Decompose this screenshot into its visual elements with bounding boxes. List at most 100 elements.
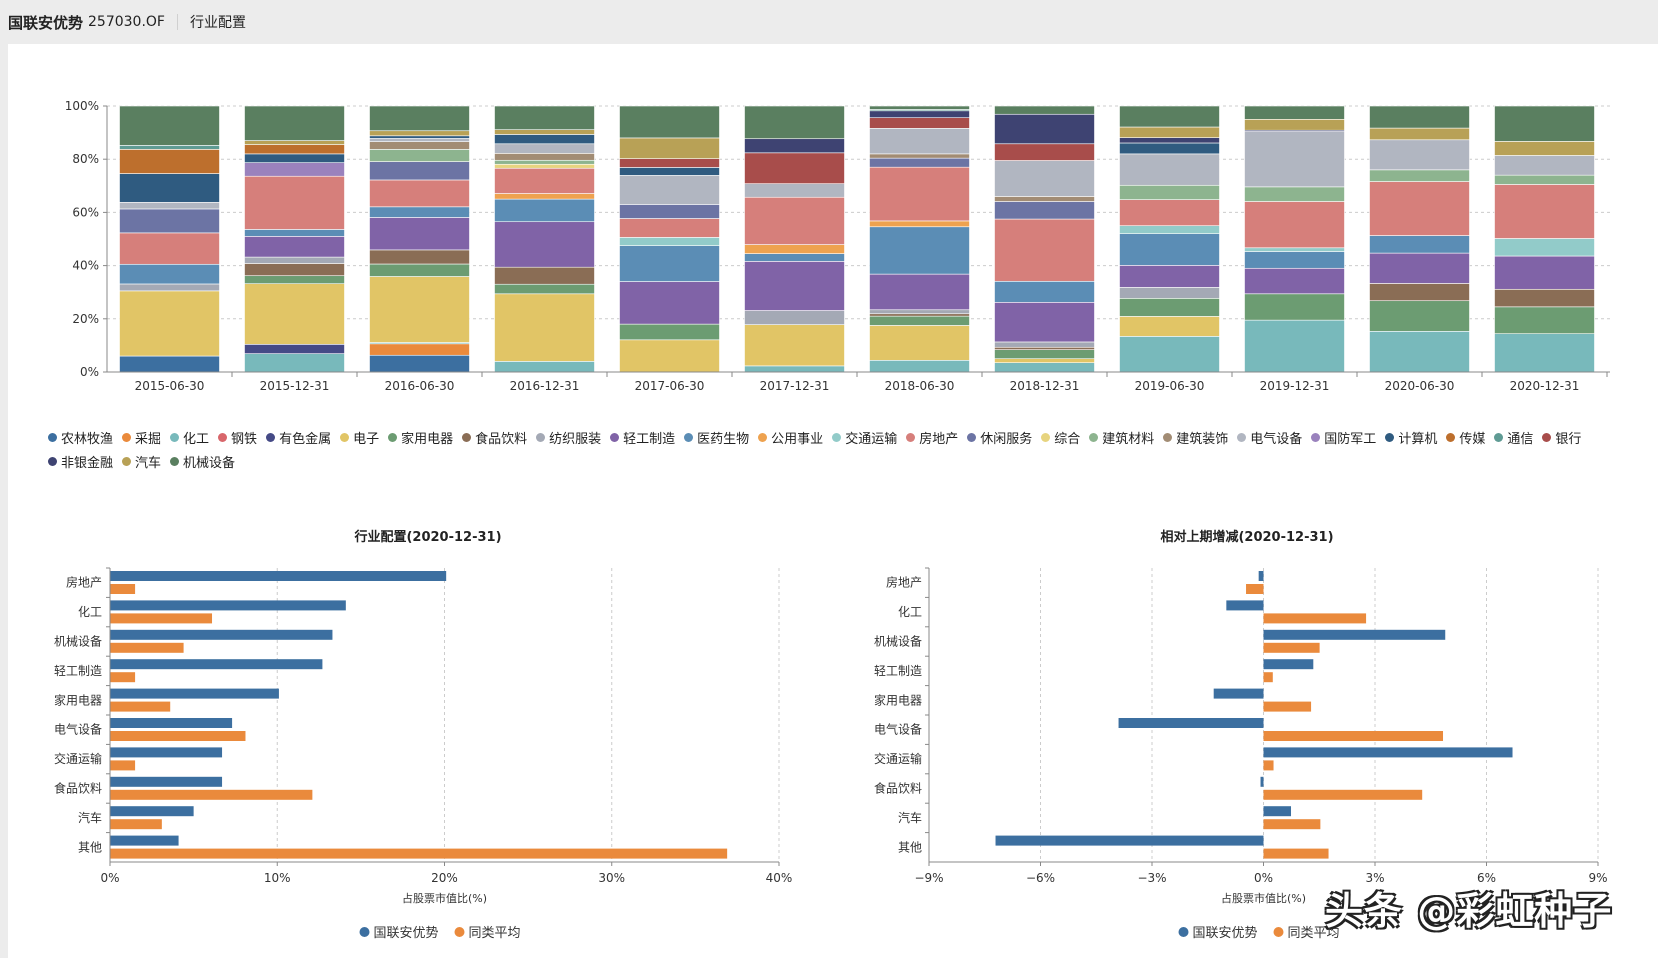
stack-segment-轻工制造[interactable] [1244,267,1345,295]
stack-segment-建筑装饰[interactable] [369,141,470,150]
stack-segment-机械设备[interactable] [869,105,970,110]
stack-segment-机械设备[interactable] [744,105,845,140]
bar-国联安优势-房地产[interactable] [110,571,447,581]
stack-segment-电气设备[interactable] [494,143,595,154]
bar-同类平均-交通运输[interactable] [1263,760,1274,771]
stack-segment-建筑装饰[interactable] [994,196,1095,202]
legend-item[interactable]: 传媒 [1446,428,1485,447]
stack-segment-医药生物[interactable] [119,263,220,285]
legend-item[interactable]: 机械设备 [170,452,235,471]
stack-segment-汽车[interactable] [619,137,720,159]
stack-segment-公用事业[interactable] [869,220,970,228]
stack-segment-电气设备[interactable] [1244,131,1345,188]
bar-同类平均-机械设备[interactable] [1263,642,1320,653]
stack-segment-纺织服装[interactable] [744,310,845,325]
stack-segment-电子[interactable] [744,324,845,367]
legend-item[interactable]: 交通运输 [832,428,897,447]
stack-segment-食品饮料[interactable] [369,249,470,265]
stack-segment-家用电器[interactable] [619,323,720,341]
bar-同类平均-电气设备[interactable] [1263,731,1444,741]
stack-segment-机械设备[interactable] [369,105,470,132]
legend-item[interactable]: 综合 [1041,428,1080,447]
legend-item[interactable]: 休闲服务 [967,428,1032,447]
bar-国联安优势-房地产[interactable] [1258,571,1264,581]
stack-segment-银行[interactable] [994,143,1095,161]
legend-item[interactable]: 纺织服装 [536,428,601,447]
bar-国联安优势-交通运输[interactable] [1263,747,1513,758]
legend-item[interactable]: 通信 [1494,428,1533,447]
stack-segment-电子[interactable] [244,283,345,345]
stack-segment-食品饮料[interactable] [994,346,1095,350]
stack-segment-非银金融[interactable] [994,113,1095,145]
stack-segment-家用电器[interactable] [1494,306,1595,334]
legend-item[interactable]: 国防军工 [1311,428,1376,447]
bar-同类平均-机械设备[interactable] [110,642,184,653]
legend-item[interactable]: 化工 [170,428,209,447]
stack-segment-医药生物[interactable] [869,226,970,275]
stack-segment-建筑材料[interactable] [1244,186,1345,202]
bar-国联安优势-其他[interactable] [110,835,179,846]
stack-segment-计算机[interactable] [619,167,720,176]
bar-同类平均-房地产[interactable] [1246,584,1264,594]
stack-segment-轻工制造[interactable] [1494,255,1595,290]
stack-segment-休闲服务[interactable] [369,161,470,181]
stack-segment-电子[interactable] [369,276,470,343]
stack-segment-银行[interactable] [744,152,845,184]
stack-segment-农林牧渔[interactable] [369,354,470,373]
stack-segment-化工[interactable] [1369,331,1470,373]
bar-同类平均-家用电器[interactable] [1263,701,1312,712]
stack-segment-轻工制造[interactable] [619,281,720,325]
stack-segment-化工[interactable] [1119,336,1220,373]
stack-segment-计算机[interactable] [369,135,470,139]
legend-item[interactable]: 汽车 [122,452,161,471]
bar-国联安优势-化工[interactable] [110,600,346,611]
stack-segment-交通运输[interactable] [1494,238,1595,257]
stack-segment-采掘[interactable] [369,343,470,356]
bar-国联安优势-其他[interactable] [995,835,1264,846]
stack-segment-纺织服装[interactable] [244,256,345,264]
stack-segment-机械设备[interactable] [1494,105,1595,142]
stack-segment-国防军工[interactable] [244,162,345,177]
stack-segment-食品饮料[interactable] [869,313,970,317]
stack-segment-非银金融[interactable] [744,138,845,154]
stack-segment-家用电器[interactable] [494,283,595,295]
bar-同类平均-汽车[interactable] [110,819,162,830]
stack-segment-综合[interactable] [494,163,595,169]
stack-segment-轻工制造[interactable] [744,261,845,311]
stack-segment-机械设备[interactable] [1119,105,1220,128]
legend-item[interactable]: 钢铁 [218,428,257,447]
stack-segment-医药生物[interactable] [1369,235,1470,254]
stack-segment-家用电器[interactable] [1119,298,1220,317]
stack-segment-汽车[interactable] [1244,119,1345,131]
stack-segment-电气设备[interactable] [869,128,970,155]
stack-segment-食品饮料[interactable] [1369,283,1470,302]
stack-segment-电子[interactable] [619,339,720,373]
stack-segment-纺织服装[interactable] [869,309,970,315]
stack-segment-电子[interactable] [1119,316,1220,337]
stack-segment-电气设备[interactable] [619,175,720,205]
stack-segment-化工[interactable] [994,362,1095,373]
stack-segment-建筑材料[interactable] [369,149,470,162]
stack-segment-建筑材料[interactable] [1119,184,1220,200]
stack-segment-家用电器[interactable] [994,349,1095,360]
stack-segment-医药生物[interactable] [494,198,595,223]
bar-同类平均-轻工制造[interactable] [110,672,136,683]
stack-segment-化工[interactable] [744,365,845,373]
stack-segment-房地产[interactable] [619,218,720,238]
stack-segment-电气设备[interactable] [369,138,470,142]
bar-同类平均-其他[interactable] [110,848,728,859]
stack-segment-纺织服装[interactable] [1119,287,1220,299]
stack-segment-化工[interactable] [869,359,970,373]
stack-segment-房地产[interactable] [1369,181,1470,236]
stack-segment-家用电器[interactable] [369,263,470,277]
stack-segment-建筑材料[interactable] [1494,174,1595,185]
bar-国联安优势-轻工制造[interactable] [1263,659,1314,670]
stack-segment-建筑装饰[interactable] [494,153,595,161]
stack-segment-房地产[interactable] [1119,199,1220,227]
stack-segment-有色金属[interactable] [244,344,345,354]
bar-国联安优势-食品饮料[interactable] [1260,776,1264,787]
stack-segment-医药生物[interactable] [619,245,720,282]
stack-segment-汽车[interactable] [1119,126,1220,138]
bar-同类平均-化工[interactable] [110,613,213,624]
legend-item[interactable]: 银行 [1542,428,1581,447]
